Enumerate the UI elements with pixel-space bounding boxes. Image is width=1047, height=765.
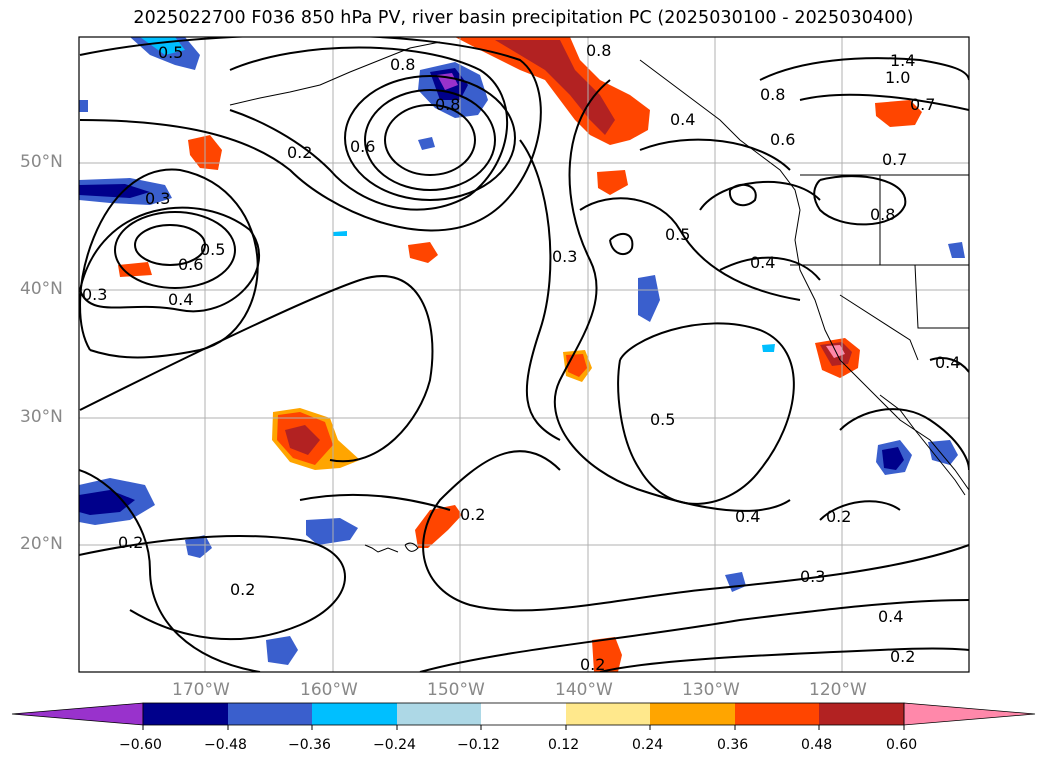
lat-label-40n: 40°N	[20, 279, 63, 299]
contour-label: 0.8	[760, 85, 785, 104]
contour-label: 0.8	[390, 55, 415, 74]
colorbar-tick-label: −0.12	[457, 737, 500, 753]
colorbar-segment	[819, 703, 904, 725]
colorbar-tick-label: −0.48	[204, 737, 247, 753]
colorbar-extend-min	[11, 702, 144, 726]
colorbar-segment	[566, 703, 650, 725]
contour-label: 0.2	[287, 143, 312, 162]
contour-label: 1.0	[885, 68, 910, 87]
colorbar-segment	[143, 703, 228, 725]
contour-label: 0.2	[826, 507, 851, 526]
contour-label: 0.7	[910, 95, 935, 114]
contour-label: 0.5	[665, 225, 690, 244]
colorbar-tick-label: −0.24	[373, 737, 416, 753]
colorbar-tick-label: −0.60	[119, 737, 162, 753]
contour-label: 0.6	[770, 130, 795, 149]
contour-label: 0.7	[882, 150, 907, 169]
pv-contours	[79, 37, 969, 672]
lon-label-130w: 130°W	[682, 680, 740, 700]
lon-label-150w: 150°W	[427, 680, 485, 700]
coastlines	[229, 41, 969, 553]
contour-label: 0.2	[118, 533, 143, 552]
graticule	[79, 37, 969, 672]
colorbar-tick-label: 0.24	[632, 737, 664, 753]
colorbar-segment	[312, 703, 397, 725]
contour-label: 0.3	[82, 285, 107, 304]
contour-label: 0.3	[800, 567, 825, 586]
colorbar-extend-max	[903, 702, 1036, 726]
colorbar-segment	[650, 703, 735, 725]
contour-label: 0.4	[168, 290, 193, 309]
colorbar-tick-label: 0.60	[886, 737, 918, 753]
map-title: 2025022700 F036 850 hPa PV, river basin …	[133, 8, 914, 28]
colorbar	[11, 702, 1036, 730]
colorbar-tick-label: 0.36	[717, 737, 749, 753]
contour-labels: 0.5 0.8 0.8 0.8 1.4 1.0 0.7 0.8 0.6 0.7 …	[82, 41, 960, 674]
contour-label: 0.2	[580, 655, 605, 674]
contour-label: 0.4	[878, 607, 903, 626]
contour-label: 0.6	[178, 255, 203, 274]
lon-label-170w: 170°W	[172, 680, 230, 700]
lat-label-30n: 30°N	[20, 407, 63, 427]
contour-label: 0.2	[460, 505, 485, 524]
contour-label: 0.4	[750, 253, 775, 272]
contour-label: 0.5	[200, 240, 225, 259]
contour-label: 0.3	[552, 247, 577, 266]
contour-label: 1.4	[890, 51, 915, 70]
contour-label: 0.3	[145, 189, 170, 208]
colorbar-segment	[735, 703, 819, 725]
contour-label: 0.8	[586, 41, 611, 60]
contour-label: 0.4	[670, 110, 695, 129]
lon-label-120w: 120°W	[809, 680, 867, 700]
plot-frame	[78, 36, 970, 673]
contour-label: 0.4	[935, 353, 960, 372]
contour-label: 0.5	[650, 410, 675, 429]
contour-label: 0.4	[735, 507, 760, 526]
colorbar-segment	[481, 703, 566, 725]
contour-label: 0.8	[435, 95, 460, 114]
colorbar-tick-label: 0.48	[801, 737, 833, 753]
plot-area	[79, 37, 969, 672]
lon-label-140w: 140°W	[555, 680, 613, 700]
colorbar-segment	[228, 703, 312, 725]
colorbar-tick-label: 0.12	[548, 737, 580, 753]
colorbar-segment	[397, 703, 481, 725]
contour-label: 0.2	[890, 647, 915, 666]
contour-label: 0.8	[870, 205, 895, 224]
lat-label-20n: 20°N	[20, 534, 63, 554]
lat-label-50n: 50°N	[20, 152, 63, 172]
colorbar-tick-label: −0.36	[288, 737, 331, 753]
contour-label: 0.5	[158, 43, 183, 62]
contour-label: 0.6	[350, 137, 375, 156]
contour-label: 0.2	[230, 580, 255, 599]
lon-label-160w: 160°W	[300, 680, 358, 700]
